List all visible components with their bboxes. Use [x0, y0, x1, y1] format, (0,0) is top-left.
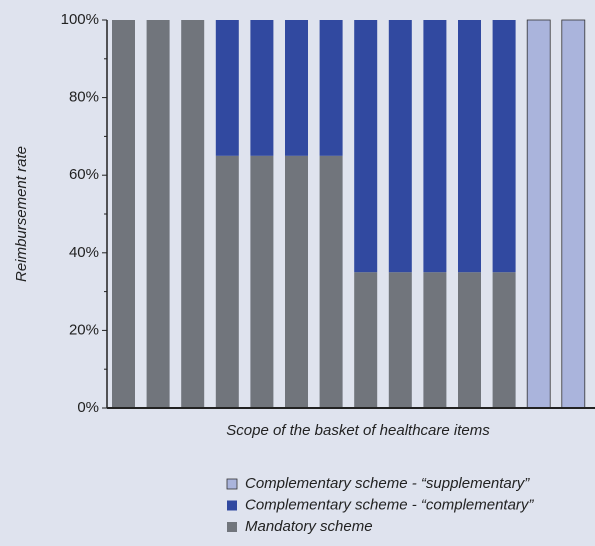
y-tick-label: 40%: [69, 244, 99, 261]
x-axis-label: Scope of the basket of healthcare items: [226, 422, 490, 439]
bar-segment: [285, 20, 308, 156]
bar-segment: [215, 20, 239, 156]
bar-segment: [492, 20, 516, 273]
y-tick-label: 60%: [69, 166, 99, 183]
legend-swatch: [227, 522, 237, 532]
bar-segment: [388, 272, 412, 408]
bar-segment: [319, 155, 343, 408]
legend-label: Mandatory scheme: [245, 518, 373, 535]
bar-segment: [458, 272, 481, 408]
y-tick-label: 0%: [77, 399, 99, 416]
bar-segment: [319, 20, 343, 156]
legend-label: Complementary scheme - “complementary”: [245, 496, 534, 513]
bar-segment: [285, 155, 308, 408]
legend-swatch: [226, 478, 238, 490]
bar-segment: [181, 20, 205, 408]
bar-segment: [112, 20, 135, 408]
bar-segment: [215, 155, 239, 408]
bar-segment: [458, 20, 481, 273]
legend-swatch: [227, 500, 237, 511]
bar-segment: [354, 20, 378, 273]
bar-segment: [423, 20, 447, 273]
y-tick-label: 100%: [61, 11, 99, 28]
legend-label: Complementary scheme - “supplementary”: [245, 475, 530, 492]
bar-segment: [388, 20, 412, 273]
bar-segment: [354, 272, 378, 408]
bar-segment: [561, 19, 586, 409]
y-tick-label: 80%: [69, 89, 99, 106]
y-tick-label: 20%: [69, 321, 99, 338]
bar-segment: [250, 20, 274, 156]
bar-segment: [526, 19, 551, 409]
bar-segment: [146, 20, 170, 408]
bar-segment: [250, 155, 274, 408]
bar-segment: [492, 272, 516, 408]
y-axis-label: Reimbursement rate: [13, 146, 30, 282]
bar-segment: [423, 272, 447, 408]
